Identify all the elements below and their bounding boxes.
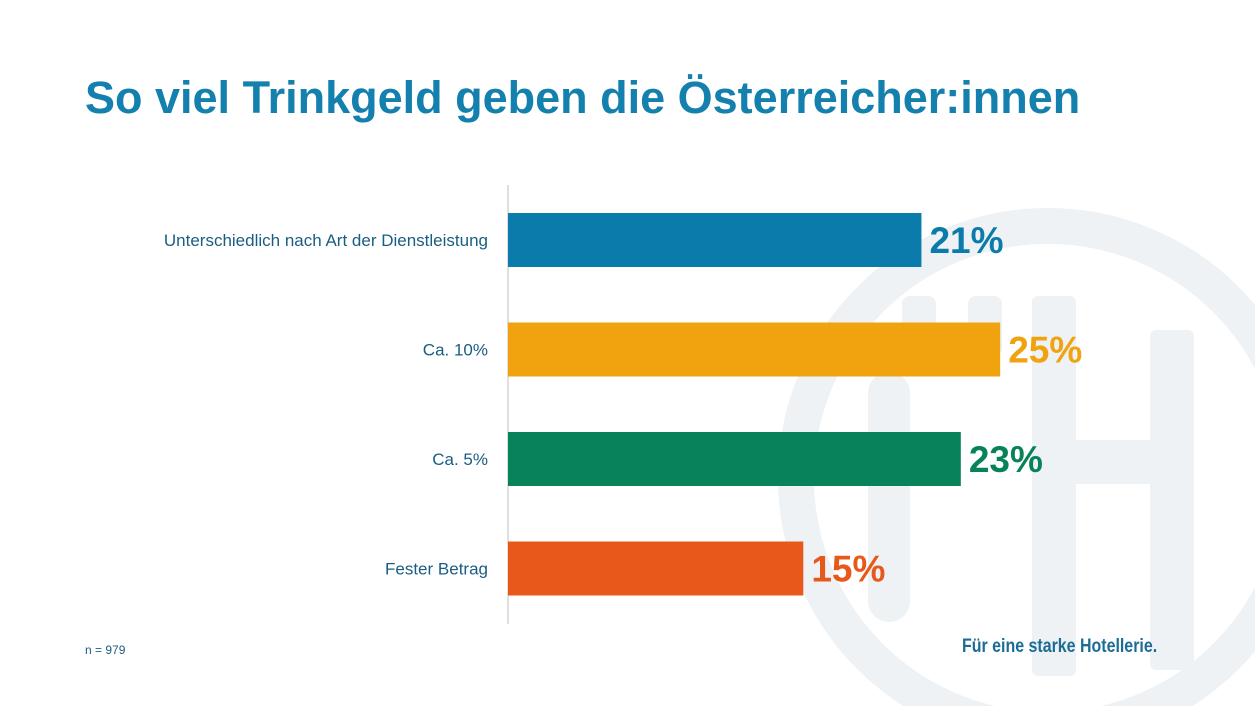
page-title: So viel Trinkgeld geben die Österreicher… xyxy=(85,72,1081,123)
bar xyxy=(508,432,961,486)
category-label: Ca. 5% xyxy=(432,450,488,469)
data-label: 15% xyxy=(811,549,885,590)
data-label: 23% xyxy=(969,439,1043,480)
category-label: Fester Betrag xyxy=(385,560,488,579)
bar xyxy=(508,213,922,267)
category-label: Ca. 10% xyxy=(423,341,488,360)
bar xyxy=(508,322,1001,377)
brand-tagline: Für eine starke Hotellerie. xyxy=(962,636,1158,657)
logo-letter-h-right xyxy=(1150,330,1194,670)
data-label: 21% xyxy=(929,220,1003,261)
data-label: 25% xyxy=(1008,330,1082,371)
sample-size-note: n = 979 xyxy=(85,643,126,657)
logo-letter-h-left xyxy=(1032,296,1076,676)
category-label: Unterschiedlich nach Art der Dienstleist… xyxy=(164,231,488,250)
bar xyxy=(508,541,804,596)
